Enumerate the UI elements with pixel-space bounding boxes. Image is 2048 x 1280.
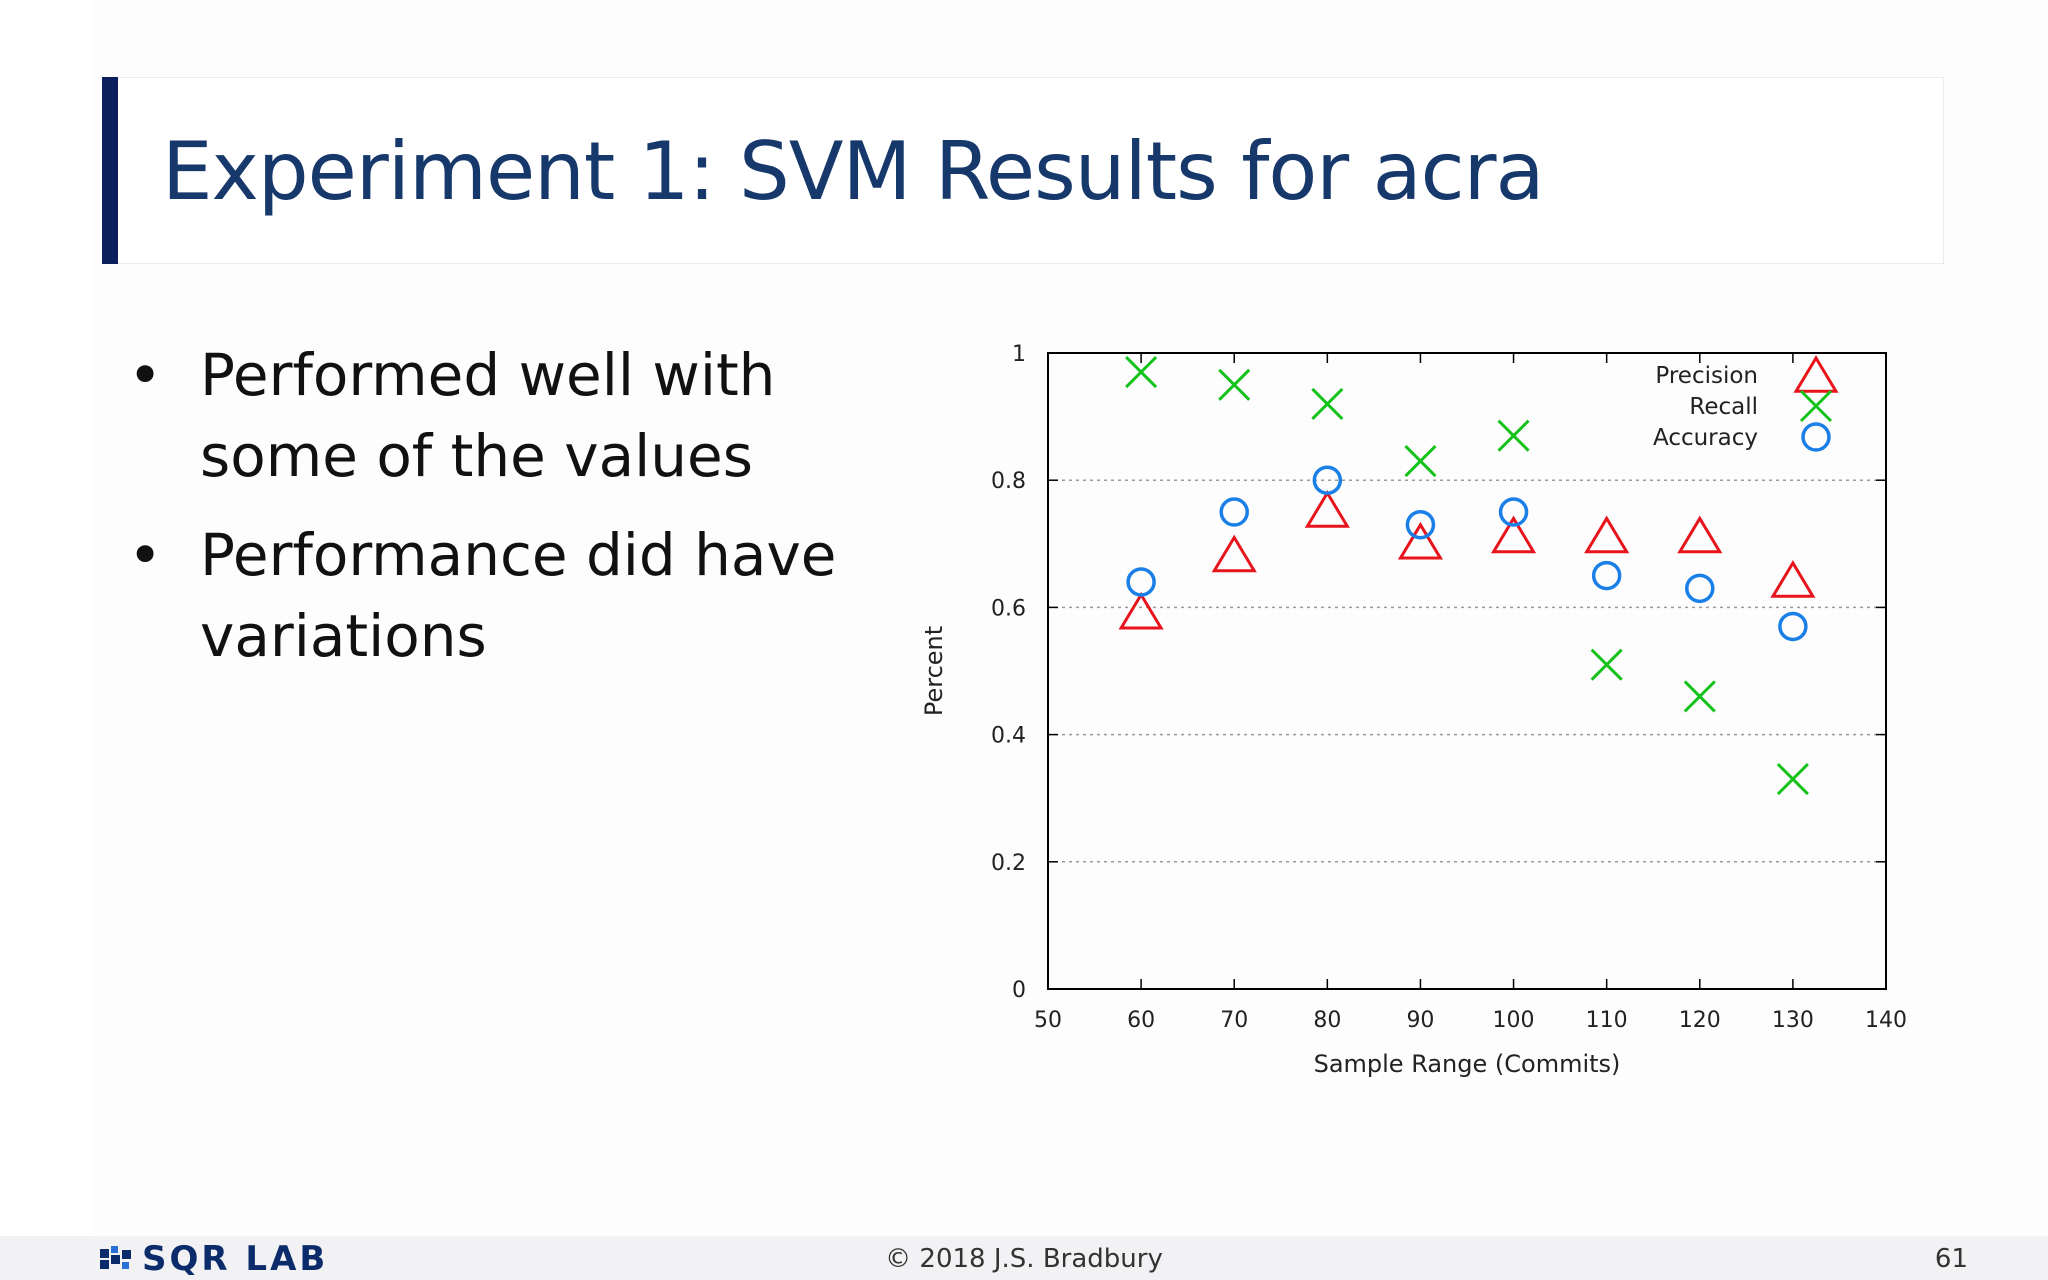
x-tick-label: 100: [1493, 1008, 1535, 1033]
x-tick-label: 110: [1586, 1008, 1628, 1033]
data-point-precision: [1677, 515, 1723, 554]
x-tick-label: 140: [1865, 1008, 1907, 1033]
data-point-accuracy: [1778, 611, 1808, 642]
bullet-text: Performed well with some of the values: [200, 341, 776, 490]
legend-marker-accuracy: [1801, 422, 1831, 452]
legend-marker-precision: [1793, 355, 1839, 393]
data-point-precision: [1397, 521, 1444, 560]
data-point-recall: [1404, 445, 1437, 478]
data-point-recall: [1590, 648, 1623, 681]
legend-marker-recall: [1799, 389, 1833, 423]
data-point-precision: [1770, 560, 1816, 598]
data-point-precision: [1490, 515, 1537, 554]
x-tick-label: 90: [1406, 1008, 1434, 1033]
legend-label-precision: Precision: [1655, 363, 1758, 389]
plot-frame: [1047, 352, 1887, 990]
y-tick-label: 0.6: [991, 596, 1026, 621]
x-tick-label: 50: [1034, 1008, 1062, 1033]
bullet-list: • Performed well with some of the values…: [120, 335, 880, 695]
x-axis-label: Sample Range (Commits): [1314, 1050, 1621, 1078]
x-tick-label: 120: [1679, 1008, 1721, 1033]
data-point-precision: [1304, 490, 1350, 528]
data-point-recall: [1311, 387, 1344, 420]
bullet-dot: •: [128, 341, 163, 409]
data-point-precision: [1584, 515, 1630, 554]
title-box: [102, 77, 1944, 264]
data-point-accuracy: [1591, 560, 1622, 591]
data-point-accuracy: [1685, 573, 1715, 604]
data-point-accuracy: [1405, 509, 1436, 540]
data-point-accuracy: [1126, 567, 1156, 597]
y-tick-label: 1: [1012, 342, 1026, 367]
data-point-recall: [1497, 419, 1530, 452]
data-point-recall: [1683, 680, 1716, 713]
y-tick-label: 0.8: [991, 469, 1026, 494]
y-tick-label: 0.4: [991, 724, 1026, 749]
y-tick-label: 0.2: [991, 851, 1026, 876]
x-tick-label: 80: [1313, 1008, 1341, 1033]
y-tick-label: 0: [1012, 978, 1026, 1003]
bullet-dot: •: [128, 521, 163, 589]
legend-label-accuracy: Accuracy: [1653, 425, 1758, 451]
slide-title: Experiment 1: SVM Results for acra: [162, 125, 1545, 218]
data-point-recall: [1218, 368, 1251, 401]
x-tick-label: 70: [1220, 1008, 1248, 1033]
sqr-logo-icon: [100, 1246, 131, 1269]
x-tick-label: 130: [1772, 1008, 1814, 1033]
bullet-item: • Performance did have variations: [120, 515, 880, 677]
page-number: 61: [1934, 1244, 1968, 1274]
y-axis-label: Percent: [920, 626, 948, 716]
logo-text: SQR LAB: [142, 1239, 329, 1279]
bullet-text: Performance did have variations: [200, 521, 837, 670]
x-tick-label: 60: [1127, 1008, 1155, 1033]
legend-label-recall: Recall: [1689, 394, 1758, 420]
data-point-recall: [1125, 356, 1158, 389]
footer-copyright: © 2018 J.S. Bradbury: [885, 1244, 1163, 1274]
title-accent-bar: [102, 77, 118, 264]
data-point-accuracy: [1219, 497, 1249, 527]
sqr-lab-logo: SQR LAB: [100, 1239, 329, 1279]
bullet-item: • Performed well with some of the values: [120, 335, 880, 497]
data-point-accuracy: [1498, 497, 1529, 527]
data-point-accuracy: [1312, 465, 1343, 495]
data-point-precision: [1211, 534, 1257, 573]
data-point-recall: [1776, 763, 1809, 796]
footer-bar: [0, 1236, 2048, 1280]
data-point-precision: [1118, 591, 1164, 630]
